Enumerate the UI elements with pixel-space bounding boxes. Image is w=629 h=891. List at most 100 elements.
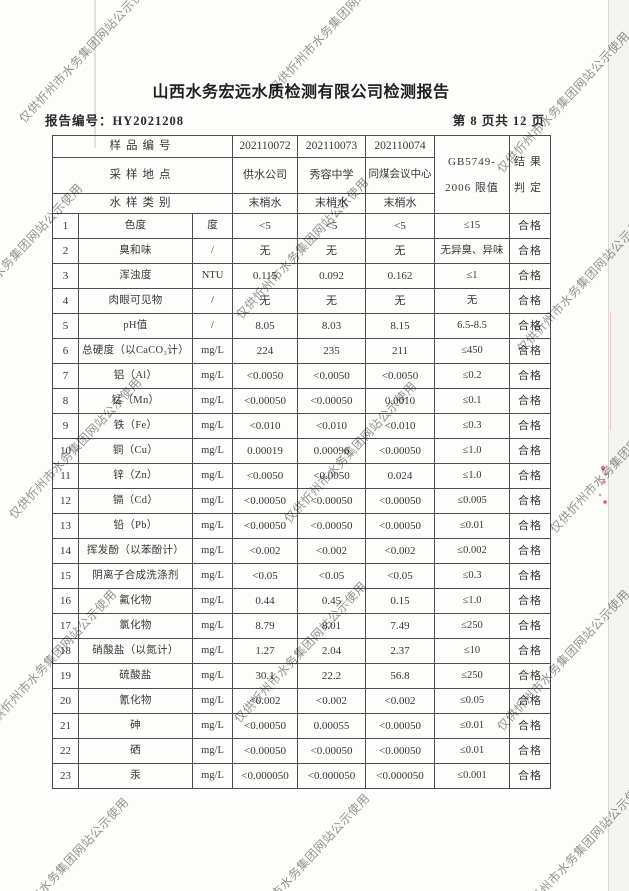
sample2-value: 0.00055: [297, 713, 367, 739]
parameter-unit: mg/L: [191, 538, 234, 564]
result-verdict: 合格: [509, 288, 552, 314]
sample-id-3: 202110074: [365, 135, 436, 158]
sample1-value: 224: [232, 338, 299, 364]
parameter-unit: mg/L: [191, 463, 234, 489]
parameter-name: 硫酸盐: [78, 663, 193, 689]
row-index: 8: [52, 388, 79, 414]
row-index: 20: [52, 688, 79, 714]
parameter-name: 锰（Mn）: [78, 388, 193, 414]
limit-value: ≤0.002: [434, 538, 511, 564]
limit-value: ≤0.01: [434, 738, 511, 764]
limit-value: ≤0.001: [434, 763, 511, 789]
parameter-unit: mg/L: [191, 513, 234, 539]
parameter-name: 氰化物: [78, 688, 193, 714]
limit-value: ≤15: [434, 213, 511, 239]
row-index: 9: [52, 413, 79, 439]
limit-value: ≤250: [434, 663, 511, 689]
result-verdict: 合格: [509, 763, 552, 789]
parameter-name: 铝（Al）: [78, 363, 193, 389]
sample3-value: <0.002: [365, 688, 436, 714]
sample-type-1: 末梢水: [232, 193, 299, 214]
header-row-sample-id: 样品编号 202110072 202110073 202110074 GB574…: [51, 135, 552, 214]
parameter-name: 挥发酚（以苯酚计）: [78, 538, 193, 564]
table-row: 17 氯化物 mg/L 8.79 8.01 7.49 ≤250 合格: [52, 613, 552, 639]
scan-crease: [94, 0, 96, 148]
table-row: 6 总硬度（以CaCO₃计） mg/L 224 235 211 ≤450 合格: [52, 338, 552, 364]
table-row: 19 硫酸盐 mg/L 30.1 22.2 56.8 ≤250 合格: [52, 663, 552, 689]
sample2-value: 22.2: [297, 663, 367, 689]
sample1-value: <0.00050: [232, 488, 299, 514]
table-row: 18 硝酸盐（以氮计） mg/L 1.27 2.04 2.37 ≤10 合格: [52, 638, 552, 664]
row-index: 23: [52, 763, 79, 789]
limit-value: ≤0.3: [434, 413, 511, 439]
table-row: 7 铝（Al） mg/L <0.0050 <0.0050 <0.0050 ≤0.…: [52, 363, 552, 389]
parameter-unit: /: [191, 313, 234, 339]
sample1-value: 无: [232, 288, 299, 314]
sample1-value: <0.00050: [232, 738, 299, 764]
sample1-value: 0.00019: [232, 438, 299, 464]
parameter-name: 浑浊度: [78, 263, 193, 289]
sample3-value: 无: [365, 288, 436, 314]
sample2-value: <0.00050: [297, 488, 367, 514]
table-row: 15 阴离子合成洗涤剂 mg/L <0.05 <0.05 <0.05 ≤0.3 …: [52, 563, 552, 589]
sample3-value: <0.00050: [365, 488, 436, 514]
parameter-unit: mg/L: [191, 638, 234, 664]
result-verdict: 合格: [509, 438, 552, 464]
sample2-value: 2.04: [297, 638, 367, 664]
sample3-value: 0.0010: [365, 388, 436, 414]
table-row: 4 肉眼可见物 / 无 无 无 无 合格: [52, 288, 552, 314]
table-row: 14 挥发酚（以苯酚计） mg/L <0.002 <0.002 <0.002 ≤…: [52, 538, 552, 564]
limit-value: 6.5-8.5: [434, 313, 511, 339]
sample3-value: 0.024: [365, 463, 436, 489]
sample1-value: <0.0050: [232, 363, 299, 389]
parameter-unit: mg/L: [191, 738, 234, 764]
parameter-name: 铅（Pb）: [78, 513, 193, 539]
parameter-name: 阴离子合成洗涤剂: [78, 563, 193, 589]
result-column-header: 结果 判定: [509, 135, 552, 214]
limit-value: ≤0.05: [434, 688, 511, 714]
location-label: 采样地点: [51, 157, 234, 194]
sample2-value: 无: [297, 238, 367, 264]
limit-value: ≤1.0: [434, 438, 511, 464]
limit-header-line1: GB5749-: [448, 155, 496, 168]
sample3-value: 0.162: [365, 263, 436, 289]
parameter-unit: mg/L: [191, 363, 234, 389]
sample3-value: 211: [365, 338, 436, 364]
result-verdict: 合格: [509, 738, 552, 764]
parameter-unit: mg/L: [191, 588, 234, 614]
result-header-line2: 判定: [514, 181, 547, 194]
sample3-value: <0.00050: [365, 513, 436, 539]
sample2-value: 无: [297, 288, 367, 314]
sample2-value: <0.00050: [297, 388, 367, 414]
result-verdict: 合格: [509, 513, 552, 539]
sample2-value: 235: [297, 338, 367, 364]
parameter-unit: NTU: [191, 263, 234, 289]
sample2-value: 8.01: [297, 613, 367, 639]
watermark-text: 仅供忻州市水务集团网站公示使用: [0, 794, 132, 891]
parameter-name: 镉（Cd）: [78, 488, 193, 514]
row-index: 21: [52, 713, 79, 739]
report-title: 山西水务宏远水质检测有限公司检测报告: [152, 84, 450, 101]
sample-type-3: 末梢水: [365, 193, 436, 214]
sample3-value: <0.002: [365, 538, 436, 564]
results-table: 样品编号 202110072 202110073 202110074 GB574…: [51, 135, 552, 789]
result-verdict: 合格: [509, 713, 552, 739]
parameter-unit: mg/L: [191, 688, 234, 714]
limit-column-header: GB5749- 2006 限值: [434, 135, 511, 214]
table-row: 21 砷 mg/L <0.00050 0.00055 <0.00050 ≤0.0…: [52, 713, 552, 739]
header-row-location: 采样地点 供水公司 秀容中学 同煤会议中心: [51, 157, 551, 194]
location-2: 秀容中学: [297, 157, 367, 194]
table-row: 2 臭和味 / 无 无 无 无异臭、异味 合格: [52, 238, 552, 264]
table-row: 11 锌（Zn） mg/L <0.0050 <0.0050 0.024 ≤1.0…: [52, 463, 552, 489]
limit-value: ≤0.3: [434, 563, 511, 589]
sample-id-2: 202110073: [297, 135, 367, 158]
sample3-value: <0.05: [365, 563, 436, 589]
table-row: 3 浑浊度 NTU 0.115 0.092 0.162 ≤1 合格: [52, 263, 552, 289]
table-row: 10 铜（Cu） mg/L 0.00019 0.00096 <0.00050 ≤…: [52, 438, 552, 464]
sample1-value: <0.002: [232, 688, 299, 714]
sample1-value: <0.010: [232, 413, 299, 439]
parameter-name: pH值: [78, 313, 193, 339]
parameter-name: 臭和味: [78, 238, 193, 264]
sample3-value: <0.000050: [365, 763, 436, 789]
